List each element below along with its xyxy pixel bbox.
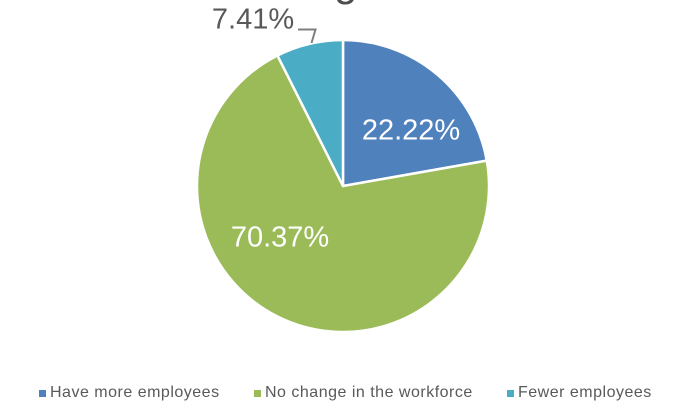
legend-label-have-more-employees: Have more employees (50, 384, 220, 401)
legend-item-no-change-in-workforce[interactable]: No change in the workforce (254, 385, 473, 401)
legend-swatch-green-icon (254, 389, 261, 397)
callout-leader-line (298, 28, 317, 44)
legend-item-have-more-employees[interactable]: Have more employees (39, 385, 220, 401)
data-label-fewer-employees: 7.41% (211, 3, 295, 36)
legend-label-no-change-in-workforce: No change in the workforce (265, 384, 473, 401)
pie-slice-fewer-employees[interactable] (276, 38, 345, 188)
legend-item-fewer-employees[interactable]: Fewer employees (507, 385, 652, 401)
chart-title-clipped: g (330, 0, 366, 6)
legend-swatch-blue-icon (39, 389, 46, 397)
data-label-no-change-in-workforce: 70.37% (230, 221, 330, 254)
data-label-have-more-employees: 22.22% (361, 114, 461, 147)
legend-label-fewer-employees: Fewer employees (518, 384, 652, 401)
pie-slice-have-more-employees[interactable] (341, 38, 489, 188)
pie-slice-no-change-in-workforce[interactable] (195, 54, 491, 334)
legend-swatch-teal-icon (507, 389, 514, 397)
chart-title-fragment: g (334, 0, 357, 3)
